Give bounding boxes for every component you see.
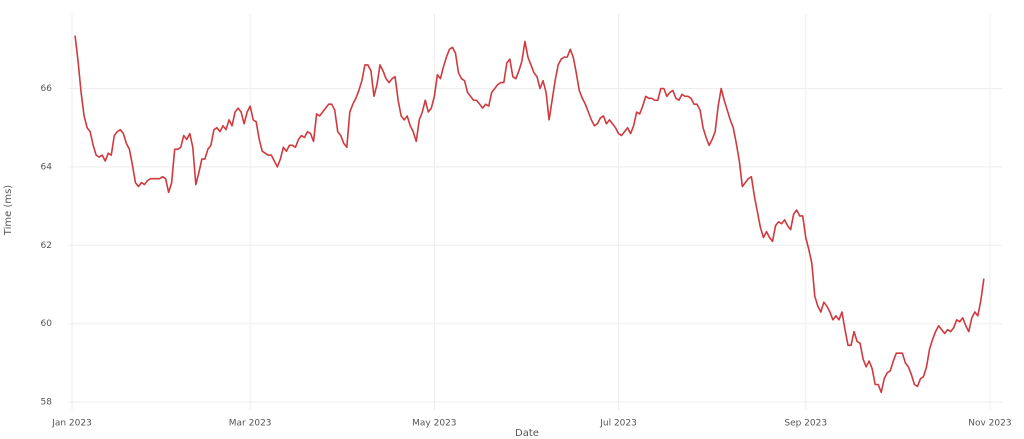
y-tick-label: 60 [41,319,53,329]
x-tick-label: May 2023 [412,419,456,429]
y-axis-title: Time (ms) [3,185,14,237]
x-tick-label: Jan 2023 [51,419,92,429]
x-axis-title: Date [515,428,539,439]
data-line [74,35,985,394]
x-tick-label: Nov 2023 [968,419,1011,429]
y-tick-label: 64 [41,162,53,172]
y-tick-label: 66 [41,84,53,94]
y-tick-label: 58 [41,398,53,408]
x-tick-label: Mar 2023 [229,419,272,429]
x-tick-label: Jul 2023 [599,419,637,429]
x-tick-label: Sep 2023 [784,419,827,429]
y-tick-label: 62 [41,241,52,251]
